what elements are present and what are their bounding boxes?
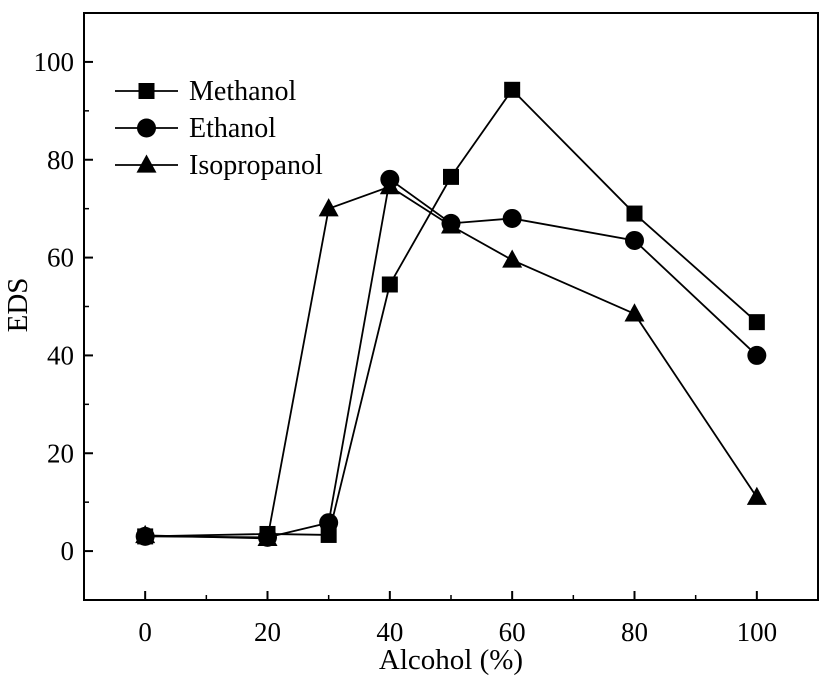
methanol-point (626, 205, 643, 222)
legend-item-ethanol: Ethanol (115, 113, 276, 144)
legend-marker-isopropanol (136, 154, 157, 173)
legend-label-methanol: Methanol (189, 76, 297, 107)
legend-marker-methanol (138, 83, 155, 99)
ethanol-point (625, 230, 644, 250)
x-axis-title: Alcohol (%) (379, 644, 523, 676)
ethanol-point (747, 345, 767, 365)
x-tick-label: 20 (254, 617, 281, 647)
isopropanol-point (379, 176, 400, 195)
methanol-point (443, 168, 459, 185)
legend-item-methanol: Methanol (115, 76, 297, 107)
isopropanol-point (502, 249, 523, 268)
isopropanol-point (746, 486, 767, 505)
methanol-point (748, 314, 765, 331)
legend: Methanol Ethanol Isopropanol (115, 76, 323, 181)
legend-item-isopropanol: Isopropanol (115, 150, 323, 181)
legend-label-ethanol: Ethanol (189, 113, 276, 144)
y-tick-label: 60 (47, 243, 74, 273)
legend-label-isopropanol: Isopropanol (189, 150, 323, 181)
isopropanol-point (257, 527, 278, 547)
y-tick-label: 40 (47, 340, 74, 370)
y-tick-label: 100 (34, 47, 75, 77)
y-tick-label: 80 (47, 145, 74, 175)
x-tick-label: 100 (737, 617, 778, 647)
ethanol-point (319, 513, 339, 533)
legend-marker-ethanol (137, 118, 156, 138)
x-tick-label: 40 (376, 617, 403, 647)
series-isopropanol (135, 176, 767, 547)
series-layer (135, 81, 767, 547)
ethanol-line (145, 177, 758, 539)
axes-layer: 0 20 40 60 80 100 0 20 40 60 80 100 (34, 12, 819, 647)
isopropanol-point (318, 198, 339, 217)
isopropanol-line (145, 185, 758, 540)
methanol-point (381, 276, 398, 293)
isopropanol-point (135, 524, 156, 544)
methanol-point (504, 81, 521, 98)
ethanol-point (502, 208, 522, 228)
y-tick-label: 0 (61, 536, 75, 566)
x-tick-label: 0 (138, 617, 152, 647)
x-tick-label: 80 (621, 617, 648, 647)
x-tick-label: 60 (499, 617, 526, 647)
y-tick-label: 20 (47, 438, 74, 468)
isopropanol-point (624, 303, 645, 322)
y-axis-title: EDS (2, 278, 34, 333)
isopropanol-point (441, 215, 461, 234)
